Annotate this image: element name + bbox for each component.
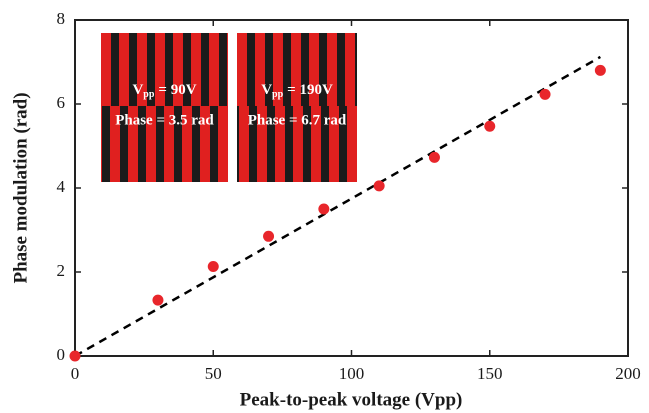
stripe	[227, 33, 228, 106]
stripe	[309, 33, 319, 106]
data-point	[207, 261, 219, 273]
stripe	[275, 106, 285, 182]
y-tick-label: 8	[57, 9, 66, 28]
y-tick-label: 0	[57, 345, 66, 364]
stripe	[173, 33, 183, 106]
stripe	[255, 33, 265, 106]
stripe	[345, 33, 355, 106]
inset-phase-label: Phase = 6.7 rad	[248, 112, 347, 128]
fit-line	[74, 55, 601, 358]
inset-image: Vpp = 190V Phase = 6.7 rad	[237, 33, 357, 182]
data-point	[539, 88, 551, 100]
data-point	[594, 64, 606, 76]
y-tick-label: 2	[57, 261, 66, 280]
data-point	[428, 151, 440, 163]
x-tick-label: 50	[205, 364, 222, 383]
stripe	[291, 33, 301, 106]
inset-phase-label: Phase = 3.5 rad	[115, 112, 214, 128]
stripe	[146, 106, 156, 182]
stripe	[191, 33, 201, 106]
x-tick-label: 100	[339, 364, 365, 383]
stripe	[218, 106, 228, 182]
stripe	[311, 106, 321, 182]
y-tick-label: 4	[57, 177, 66, 196]
x-axis-label: Peak-to-peak voltage (Vpp)	[240, 389, 463, 410]
data-point	[318, 203, 330, 215]
stripe	[209, 33, 219, 106]
stripe	[237, 33, 247, 106]
x-tick-label: 200	[615, 364, 641, 383]
stripe	[155, 33, 165, 106]
stripe	[137, 33, 147, 106]
inset-voltage-label: Vpp = 190V	[261, 82, 333, 100]
stripe	[293, 106, 303, 182]
x-tick-label: 0	[71, 364, 80, 383]
stripe	[273, 33, 283, 106]
stripe	[164, 106, 174, 182]
data-point	[69, 350, 81, 362]
inset-voltage-label: Vpp = 90V	[132, 82, 196, 100]
data-point	[373, 180, 385, 192]
y-tick-label: 6	[57, 93, 66, 112]
data-point	[263, 230, 275, 242]
stripe	[182, 106, 192, 182]
stripe	[257, 106, 267, 182]
stripe	[347, 106, 357, 182]
stripe	[128, 106, 138, 182]
inset-image: Vpp = 90V Phase = 3.5 rad	[101, 33, 228, 182]
stripe	[110, 106, 120, 182]
stripe	[327, 33, 337, 106]
data-point	[484, 120, 496, 132]
x-tick-label: 150	[477, 364, 503, 383]
stripe	[101, 106, 102, 182]
stripe	[119, 33, 129, 106]
stripe	[101, 33, 111, 106]
y-axis-label: Phase modulation (rad)	[10, 92, 31, 283]
stripe	[239, 106, 249, 182]
stripe	[200, 106, 210, 182]
data-point	[152, 294, 164, 306]
stripe	[329, 106, 339, 182]
